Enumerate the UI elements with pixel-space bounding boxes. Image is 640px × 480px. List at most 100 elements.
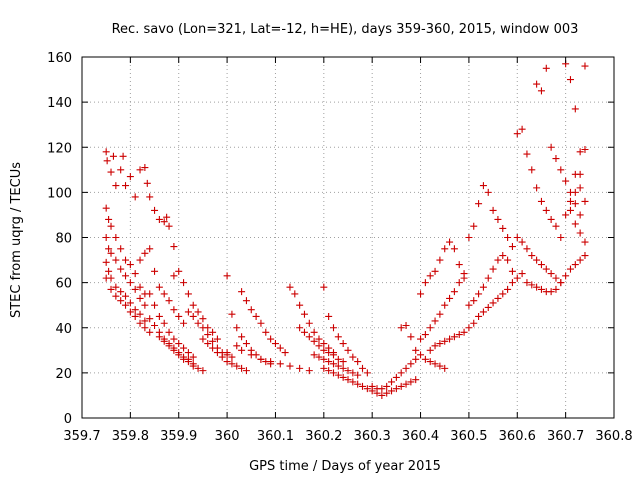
data-point [223,349,231,357]
data-point [494,294,502,302]
data-point [105,267,113,275]
data-point [189,312,197,320]
data-point [412,355,420,363]
data-point [537,261,545,269]
data-point [281,349,289,357]
data-point [102,274,110,282]
data-point [320,283,328,291]
data-point [494,256,502,264]
y-tick-label: 140 [47,96,72,111]
data-point [238,333,246,341]
data-point [238,364,246,372]
data-point [233,324,241,332]
data-point [146,290,154,298]
data-point [499,224,507,232]
y-tick-label: 0 [64,412,72,427]
data-point [296,301,304,309]
data-point [146,315,154,323]
data-point [329,369,337,377]
data-point [552,285,560,293]
data-point [455,331,463,339]
data-point [199,315,207,323]
data-point [155,333,163,341]
data-point [102,204,110,212]
data-point [470,222,478,230]
data-point [436,310,444,318]
data-point [242,340,250,348]
data-point [267,358,275,366]
data-point [475,290,483,298]
data-point [402,380,410,388]
data-point [479,283,487,291]
data-point [513,130,521,138]
data-point [107,168,115,176]
data-point [276,360,284,368]
data-point [431,342,439,350]
data-point [320,340,328,348]
data-point [475,312,483,320]
data-point [421,331,429,339]
data-point [155,283,163,291]
data-point [547,288,555,296]
data-point [136,294,144,302]
data-point [218,353,226,361]
data-point [320,355,328,363]
data-point [537,87,545,95]
data-point [542,265,550,273]
data-point [354,358,362,366]
data-point [155,312,163,320]
data-point [170,306,178,314]
data-point [286,283,294,291]
data-point [160,290,168,298]
data-point [475,200,483,208]
data-point [533,80,541,88]
data-point [310,351,318,359]
data-point [242,297,250,305]
data-point [566,265,574,273]
data-point [518,125,526,133]
data-point [151,267,159,275]
data-point [315,353,323,361]
data-point [407,378,415,386]
data-point [180,319,188,327]
data-point [175,267,183,275]
data-point [417,351,425,359]
data-point [339,358,347,366]
x-tick-label: 359.8 [112,429,149,444]
x-tick-label: 360.5 [450,429,487,444]
data-point [300,328,308,336]
data-point [194,364,202,372]
data-point [213,349,221,357]
data-point [441,245,449,253]
data-point [441,337,449,345]
data-point [460,270,468,278]
data-point [102,148,110,156]
data-point [170,243,178,251]
data-point [165,297,173,305]
data-point [581,62,589,70]
data-point [542,64,550,72]
x-tick-label: 359.9 [160,429,197,444]
data-point [436,256,444,264]
data-point [209,344,217,352]
data-point [576,148,584,156]
data-point [562,272,570,280]
data-point [402,321,410,329]
y-tick-label: 80 [55,232,72,247]
data-point [431,267,439,275]
y-tick-label: 100 [47,186,72,201]
data-point [566,206,574,214]
data-point [107,249,115,257]
data-point [296,364,304,372]
data-point [470,319,478,327]
data-point [388,378,396,386]
data-point [165,222,173,230]
data-point [180,355,188,363]
data-point [436,362,444,370]
data-point [276,344,284,352]
data-point [339,364,347,372]
data-point [339,340,347,348]
data-point [334,333,342,341]
data-point [300,310,308,318]
